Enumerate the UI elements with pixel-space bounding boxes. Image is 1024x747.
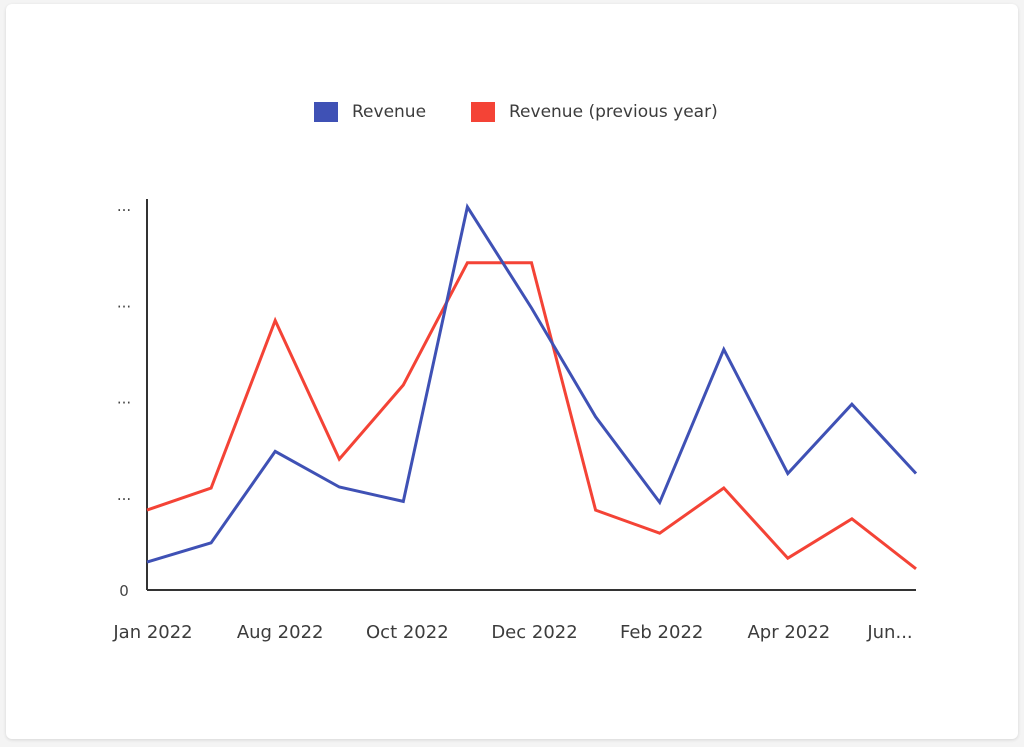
series-line-revenue <box>146 203 918 564</box>
series-line-revenue-previous-year <box>146 261 917 570</box>
y-tick-label: ... <box>117 293 131 311</box>
legend-swatch-revenue-previous-year <box>471 102 495 122</box>
y-tick-label: 0 <box>119 582 129 600</box>
legend-swatch-revenue <box>314 102 338 122</box>
x-tick-label: Apr 2022 <box>747 622 830 643</box>
x-tick-label: Jan 2022 <box>112 622 192 643</box>
x-tick-label: Feb 2022 <box>620 622 703 643</box>
legend-label-revenue: Revenue <box>352 102 427 122</box>
legend-item-revenue[interactable]: Revenue <box>314 96 426 128</box>
x-tick-label: Oct 2022 <box>366 622 449 643</box>
chart-card <box>6 4 1018 739</box>
legend-item-revenue-previous-year[interactable]: Revenue (previous year) <box>471 96 718 128</box>
x-tick-label: Jun... <box>866 622 912 643</box>
y-tick-label: ... <box>117 390 131 408</box>
y-tick-label: ... <box>117 486 131 504</box>
x-tick-label: Aug 2022 <box>237 622 324 643</box>
legend-label-revenue-previous-year: Revenue (previous year) <box>509 102 718 122</box>
chart-legend: Revenue Revenue (previous year) <box>0 96 1024 128</box>
x-tick-label: Dec 2022 <box>491 622 577 643</box>
y-tick-label: ... <box>117 197 131 215</box>
